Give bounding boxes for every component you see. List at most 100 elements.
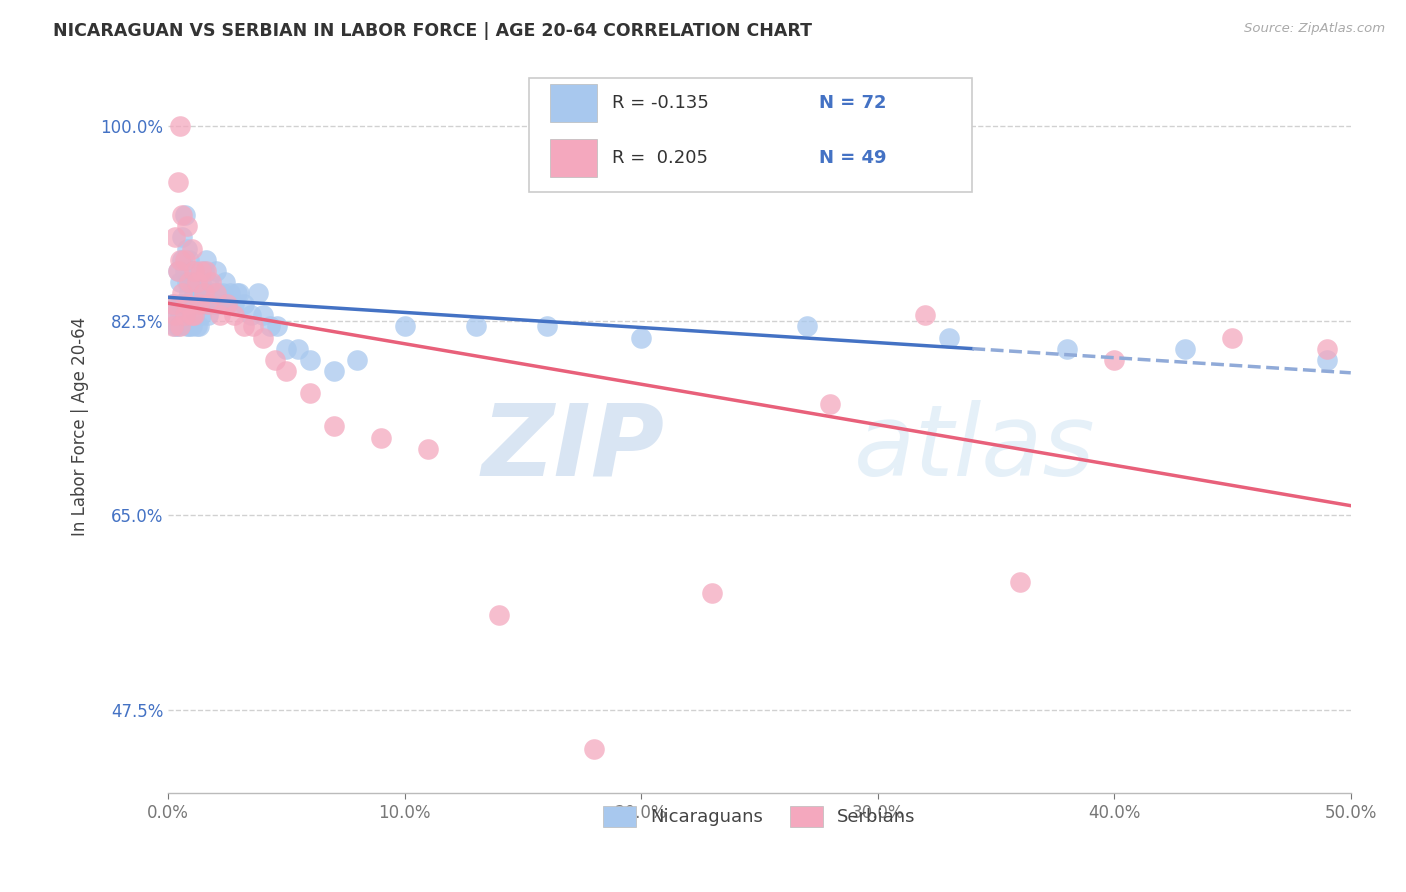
Point — [938, 330, 960, 344]
Point — [240, 308, 263, 322]
Point — [180, 308, 202, 322]
Text: atlas: atlas — [853, 400, 1095, 497]
Point — [173, 308, 195, 322]
Point — [299, 386, 322, 401]
Point — [172, 230, 194, 244]
Point — [179, 286, 201, 301]
Point — [179, 319, 201, 334]
Point — [1056, 342, 1078, 356]
Point — [1222, 330, 1244, 344]
Point — [188, 319, 211, 334]
Point — [1316, 342, 1339, 356]
Point — [172, 208, 194, 222]
Point — [173, 252, 195, 267]
Point — [536, 319, 558, 334]
Point — [180, 297, 202, 311]
Text: R = -0.135: R = -0.135 — [612, 94, 709, 112]
Point — [224, 297, 246, 311]
Point — [259, 319, 281, 334]
Point — [820, 397, 842, 411]
Point — [162, 297, 184, 311]
Point — [217, 297, 239, 311]
Point — [217, 297, 239, 311]
Point — [179, 275, 201, 289]
Point — [186, 319, 208, 334]
Text: N = 49: N = 49 — [818, 149, 886, 167]
Point — [197, 297, 219, 311]
Point — [176, 242, 198, 256]
Point — [172, 297, 194, 311]
Point — [186, 297, 208, 311]
Point — [176, 275, 198, 289]
Point — [200, 275, 222, 289]
Point — [195, 264, 218, 278]
Point — [1008, 575, 1031, 590]
Point — [165, 308, 187, 322]
Point — [252, 330, 274, 344]
Point — [169, 275, 191, 289]
Point — [162, 297, 184, 311]
Point — [211, 286, 233, 301]
Point — [176, 319, 198, 334]
Text: NICARAGUAN VS SERBIAN IN LABOR FORCE | AGE 20-64 CORRELATION CHART: NICARAGUAN VS SERBIAN IN LABOR FORCE | A… — [53, 22, 813, 40]
Point — [165, 230, 187, 244]
Point — [165, 308, 187, 322]
Point — [1102, 352, 1125, 367]
Point — [166, 175, 188, 189]
Point — [464, 319, 486, 334]
Point — [193, 264, 215, 278]
Point — [224, 308, 246, 322]
Point — [193, 286, 215, 301]
Point — [190, 264, 212, 278]
Point — [209, 308, 232, 322]
Point — [204, 286, 226, 301]
Point — [322, 419, 344, 434]
Point — [214, 275, 236, 289]
Point — [173, 308, 195, 322]
Point — [488, 608, 510, 623]
FancyBboxPatch shape — [550, 139, 598, 177]
FancyBboxPatch shape — [529, 78, 973, 192]
Point — [188, 297, 211, 311]
Point — [173, 264, 195, 278]
Point — [582, 742, 605, 756]
Point — [166, 264, 188, 278]
Point — [287, 342, 309, 356]
Point — [418, 442, 440, 456]
Point — [180, 242, 202, 256]
Point — [228, 286, 250, 301]
Point — [346, 352, 368, 367]
Point — [193, 297, 215, 311]
Point — [394, 319, 416, 334]
Point — [232, 297, 254, 311]
Point — [165, 319, 187, 334]
Point — [186, 275, 208, 289]
Point — [266, 319, 288, 334]
Point — [188, 286, 211, 301]
Text: R =  0.205: R = 0.205 — [612, 149, 707, 167]
Legend: Nicaraguans, Serbians: Nicaraguans, Serbians — [595, 797, 925, 836]
Point — [195, 252, 218, 267]
Point — [166, 319, 188, 334]
Point — [162, 319, 184, 334]
Point — [702, 586, 724, 600]
Point — [172, 252, 194, 267]
Point — [183, 286, 205, 301]
Point — [200, 286, 222, 301]
Point — [179, 252, 201, 267]
Point — [183, 308, 205, 322]
Point — [796, 319, 818, 334]
Point — [202, 297, 225, 311]
Point — [176, 297, 198, 311]
Point — [180, 319, 202, 334]
Point — [252, 308, 274, 322]
Point — [914, 308, 936, 322]
Point — [172, 286, 194, 301]
Point — [169, 319, 191, 334]
Point — [630, 330, 652, 344]
Point — [197, 275, 219, 289]
Point — [218, 286, 240, 301]
Point — [322, 364, 344, 378]
Point — [263, 352, 285, 367]
Point — [207, 286, 229, 301]
